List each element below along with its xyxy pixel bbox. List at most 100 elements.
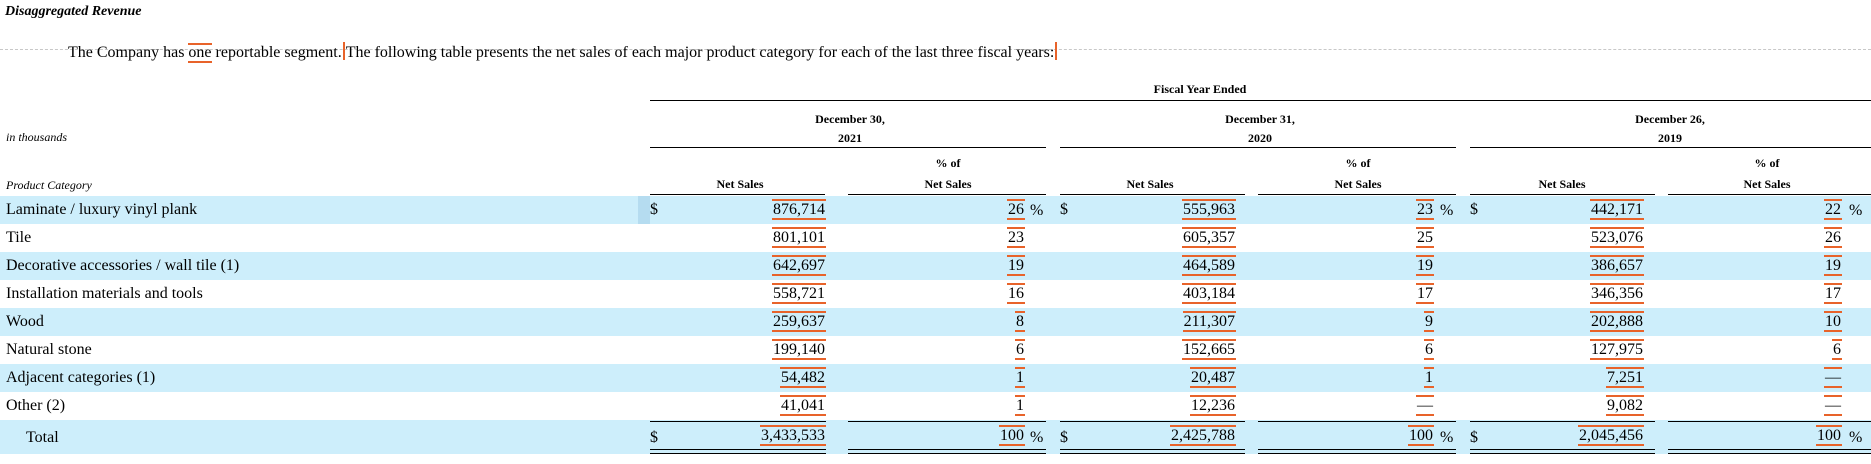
percent-value[interactable]: 100 bbox=[1816, 425, 1842, 446]
net-sales-value[interactable]: 523,076 bbox=[1590, 227, 1644, 248]
category-label: Installation materials and tools bbox=[6, 285, 203, 302]
text-cursor bbox=[1055, 42, 1058, 60]
cell-value: 403,184 bbox=[1182, 283, 1236, 304]
cell-value: 23 bbox=[1007, 227, 1025, 248]
percent-value[interactable]: 10 bbox=[1824, 311, 1842, 332]
percent-value[interactable]: 1 bbox=[1424, 367, 1434, 388]
percent-value[interactable]: 17 bbox=[1824, 283, 1842, 304]
divider bbox=[0, 49, 1871, 50]
percent-value[interactable]: 9 bbox=[1424, 311, 1434, 332]
cell-value: 259,637 bbox=[772, 311, 826, 332]
percent-value[interactable]: 26 bbox=[1007, 199, 1025, 220]
net-sales-value[interactable]: 127,975 bbox=[1590, 339, 1644, 360]
subheader-rule bbox=[848, 194, 1046, 195]
net-sales-value[interactable]: 464,589 bbox=[1182, 255, 1236, 276]
section-heading: Disaggregated Revenue bbox=[5, 4, 142, 19]
pct-header-2020: % of bbox=[1345, 156, 1371, 170]
period-date-2020: December 31, bbox=[1225, 112, 1295, 126]
cell-value: 6 bbox=[1832, 339, 1842, 360]
percent-symbol: % bbox=[1440, 429, 1454, 446]
category-label: Tile bbox=[6, 229, 32, 246]
net-sales-value[interactable]: 259,637 bbox=[772, 311, 826, 332]
cell-value: 41,041 bbox=[780, 395, 826, 416]
net-sales-value[interactable]: 3,433,533 bbox=[760, 425, 826, 446]
percent-value[interactable]: 19 bbox=[1824, 255, 1842, 276]
percent-value[interactable]: 26 bbox=[1824, 227, 1842, 248]
cell-value: 127,975 bbox=[1590, 339, 1644, 360]
category-label: Other (2) bbox=[6, 397, 66, 414]
net-sales-value[interactable]: 202,888 bbox=[1590, 311, 1644, 332]
cell-value: 17 bbox=[1416, 283, 1434, 304]
cell-value: 211,307 bbox=[1182, 311, 1236, 332]
net-sales-value[interactable]: 12,236 bbox=[1190, 395, 1236, 416]
net-sales-value[interactable]: 9,082 bbox=[1606, 395, 1644, 416]
text-cursor bbox=[342, 42, 345, 60]
percent-value[interactable]: — bbox=[1824, 395, 1842, 416]
units-label: in thousands bbox=[6, 130, 68, 144]
percent-value[interactable]: — bbox=[1416, 395, 1434, 416]
cell-value: 442,171 bbox=[1590, 199, 1644, 220]
percent-value[interactable]: 6 bbox=[1424, 339, 1434, 360]
net-sales-value[interactable]: 199,140 bbox=[772, 339, 826, 360]
percent-value[interactable]: 100 bbox=[999, 425, 1025, 446]
cell-value: 555,963 bbox=[1182, 199, 1236, 220]
cell-value: 8 bbox=[1015, 311, 1025, 332]
percent-value[interactable]: 6 bbox=[1832, 339, 1842, 360]
table-row: Installation materials and tools 558,721 1… bbox=[0, 280, 1871, 308]
net-sales-value[interactable]: 642,697 bbox=[772, 255, 826, 276]
net-sales-value[interactable]: 211,307 bbox=[1182, 311, 1236, 332]
percent-value[interactable]: — bbox=[1824, 367, 1842, 388]
cell-value: 7,251 bbox=[1606, 367, 1644, 388]
net-sales-value[interactable]: 2,425,788 bbox=[1170, 425, 1236, 446]
cell-value: — bbox=[1416, 395, 1434, 416]
net-sales-value[interactable]: 558,721 bbox=[772, 283, 826, 304]
pct-header-2019: % of bbox=[1754, 156, 1780, 170]
percent-value[interactable]: 25 bbox=[1416, 227, 1434, 248]
net-sales-value[interactable]: 54,482 bbox=[780, 367, 826, 388]
percent-value[interactable]: 22 bbox=[1824, 199, 1842, 220]
net-sales-value[interactable]: 346,356 bbox=[1590, 283, 1644, 304]
percent-value[interactable]: 23 bbox=[1007, 227, 1025, 248]
net-sales-value[interactable]: 801,101 bbox=[772, 227, 826, 248]
net-sales-value[interactable]: 2,045,456 bbox=[1578, 425, 1644, 446]
percent-symbol: % bbox=[1030, 429, 1044, 446]
percent-value[interactable]: 8 bbox=[1015, 311, 1025, 332]
percent-value[interactable]: 19 bbox=[1007, 255, 1025, 276]
net-sales-value[interactable]: 20,487 bbox=[1190, 367, 1236, 388]
net-sales-value[interactable]: 555,963 bbox=[1182, 199, 1236, 220]
cell-value: 19 bbox=[1824, 255, 1842, 276]
cell-value: — bbox=[1824, 367, 1842, 388]
percent-value[interactable]: 23 bbox=[1416, 199, 1434, 220]
net-sales-value[interactable]: 7,251 bbox=[1606, 367, 1644, 388]
net-sales-value[interactable]: 442,171 bbox=[1590, 199, 1644, 220]
cell-value: 199,140 bbox=[772, 339, 826, 360]
net-sales-value[interactable]: 152,665 bbox=[1182, 339, 1236, 360]
percent-value[interactable]: 19 bbox=[1416, 255, 1434, 276]
table-row: Decorative accessories / wall tile (1) 64… bbox=[0, 252, 1871, 280]
percent-value[interactable]: 1 bbox=[1015, 395, 1025, 416]
percent-value[interactable]: 100 bbox=[1408, 425, 1434, 446]
cell-value: 12,236 bbox=[1190, 395, 1236, 416]
total-double-rule bbox=[848, 449, 1046, 454]
net-sales-value[interactable]: 403,184 bbox=[1182, 283, 1236, 304]
cell-value: 17 bbox=[1824, 283, 1842, 304]
percent-value[interactable]: 6 bbox=[1015, 339, 1025, 360]
intro-text-2: reportable segment. bbox=[211, 44, 342, 61]
pct-header-2021-b: Net Sales bbox=[924, 177, 972, 191]
percent-value[interactable]: 17 bbox=[1416, 283, 1434, 304]
net-sales-value[interactable]: 605,357 bbox=[1182, 227, 1236, 248]
intro-text-3: The following table presents the net sal… bbox=[345, 44, 1055, 61]
net-sales-value[interactable]: 876,714 bbox=[772, 199, 826, 220]
cell-value: — bbox=[1824, 395, 1842, 416]
percent-value[interactable]: 1 bbox=[1015, 367, 1025, 388]
percent-value[interactable]: 16 bbox=[1007, 283, 1025, 304]
table-row: Laminate / luxury vinyl plank $ $ $%%% 876,7… bbox=[0, 196, 1871, 224]
cell-value: 801,101 bbox=[772, 227, 826, 248]
net-sales-value[interactable]: 41,041 bbox=[780, 395, 826, 416]
net-sales-value[interactable]: 386,657 bbox=[1590, 255, 1644, 276]
header-rule bbox=[650, 100, 1871, 101]
cell-value: 202,888 bbox=[1590, 311, 1644, 332]
highlighted-word[interactable]: one bbox=[188, 43, 212, 63]
cell-value: 6 bbox=[1015, 339, 1025, 360]
currency-symbol: $ bbox=[1060, 201, 1068, 218]
